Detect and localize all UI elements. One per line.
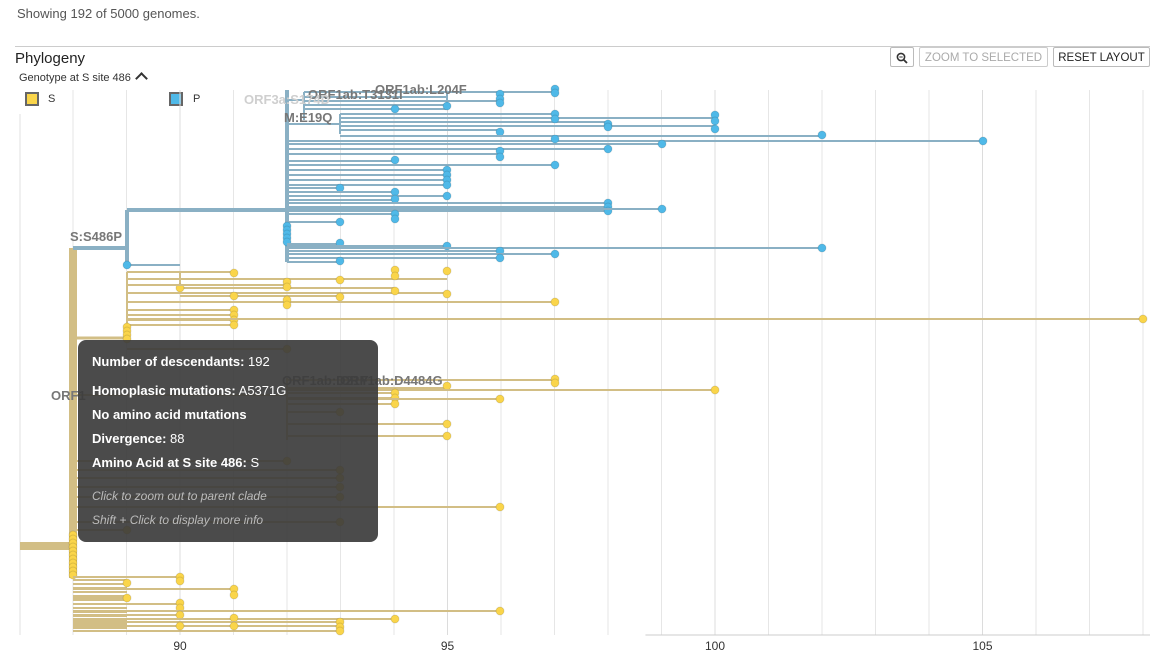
tooltip-hint-shift-click: Shift + Click to display more info <box>92 513 264 527</box>
panel-divider <box>15 46 1150 47</box>
tip-node[interactable] <box>1138 314 1148 324</box>
tip-node[interactable] <box>442 101 452 111</box>
tip-node[interactable] <box>550 160 560 170</box>
axis-tick-label: 95 <box>441 639 455 650</box>
tip-node[interactable] <box>442 191 452 201</box>
tip-node[interactable] <box>495 98 505 108</box>
tip-node[interactable] <box>122 260 132 270</box>
reset-layout-button[interactable]: RESET LAYOUT <box>1053 47 1150 67</box>
tip-node[interactable] <box>442 266 452 276</box>
color-by-toggle[interactable]: Genotype at S site 486 <box>19 72 148 85</box>
branch-label[interactable]: ORF1ab:T3131I <box>308 87 403 102</box>
tip-node[interactable] <box>657 139 667 149</box>
branch-label[interactable]: M:E19Q <box>284 110 332 125</box>
tooltip-homoplasic: Homoplasic mutations: A5371G <box>92 383 287 398</box>
color-by-label: Genotype at S site 486 <box>19 72 131 84</box>
tip-node[interactable] <box>335 626 345 636</box>
tip-node[interactable] <box>229 320 239 330</box>
tip-node[interactable] <box>390 155 400 165</box>
tip-node[interactable] <box>442 289 452 299</box>
branch-label[interactable]: ORF1 <box>51 388 86 403</box>
tip-node[interactable] <box>550 378 560 388</box>
tip-node[interactable] <box>390 104 400 114</box>
tooltip-amino-acid: Amino Acid at S site 486: S <box>92 455 260 470</box>
tip-node[interactable] <box>229 613 239 623</box>
panel-title: Phylogeny <box>15 50 86 67</box>
axis-tick-label: 90 <box>173 639 187 650</box>
zoom-button[interactable] <box>890 47 914 67</box>
genome-count-status: Showing 192 of 5000 genomes. <box>17 6 200 21</box>
tip-node[interactable] <box>335 256 345 266</box>
axis-tick-label: 100 <box>705 639 725 650</box>
tip-node[interactable] <box>175 576 185 586</box>
tip-node[interactable] <box>442 180 452 190</box>
tip-node[interactable] <box>495 394 505 404</box>
tip-node[interactable] <box>390 286 400 296</box>
tip-node[interactable] <box>282 282 292 292</box>
tip-node[interactable] <box>710 385 720 395</box>
tip-node[interactable] <box>335 275 345 285</box>
node-tooltip: Number of descendants: 192 Homoplasic mu… <box>78 340 378 542</box>
tip-node[interactable] <box>657 204 667 214</box>
tip-node[interactable] <box>495 253 505 263</box>
tip-node[interactable] <box>495 152 505 162</box>
tip-node[interactable] <box>550 88 560 98</box>
tooltip-hint-zoom-out: Click to zoom out to parent clade <box>92 489 267 503</box>
tooltip-descendants: Number of descendants: 192 <box>92 354 270 369</box>
tip-node[interactable] <box>229 590 239 600</box>
tip-node[interactable] <box>550 134 560 144</box>
tip-node[interactable] <box>175 621 185 631</box>
tip-node[interactable] <box>442 381 452 391</box>
tip-node[interactable] <box>390 399 400 409</box>
tip-node[interactable] <box>282 300 292 310</box>
tooltip-divergence: Divergence: 88 <box>92 431 185 446</box>
tip-node[interactable] <box>710 116 720 126</box>
tip-node[interactable] <box>817 130 827 140</box>
tip-node[interactable] <box>495 606 505 616</box>
zoom-to-selected-button[interactable]: ZOOM TO SELECTED <box>919 47 1048 67</box>
tip-node[interactable] <box>710 124 720 134</box>
tip-node[interactable] <box>550 114 560 124</box>
tip-node[interactable] <box>229 291 239 301</box>
tip-node[interactable] <box>817 243 827 253</box>
tip-node[interactable] <box>550 297 560 307</box>
tip-node[interactable] <box>122 578 132 588</box>
branch-label[interactable]: S:S486P <box>70 229 122 244</box>
tip-node[interactable] <box>390 214 400 224</box>
tip-node[interactable] <box>335 292 345 302</box>
tip-node[interactable] <box>390 271 400 281</box>
tip-node[interactable] <box>550 249 560 259</box>
tip-node[interactable] <box>335 183 345 193</box>
tip-node[interactable] <box>603 122 613 132</box>
zoom-magnifier-icon <box>896 52 908 64</box>
legend-label-p: P <box>193 93 201 105</box>
branch-label[interactable]: ORF3a:S174D <box>244 92 330 107</box>
tooltip-no-aa: No amino acid mutations <box>92 407 247 422</box>
tip-node[interactable] <box>978 136 988 146</box>
branch-label[interactable]: ORF1ab:L204F <box>375 82 467 97</box>
tip-node[interactable] <box>122 593 132 603</box>
tip-node[interactable] <box>603 144 613 154</box>
tip-node[interactable] <box>229 268 239 278</box>
tip-node[interactable] <box>229 621 239 631</box>
tip-node[interactable] <box>175 610 185 620</box>
tip-node[interactable] <box>495 502 505 512</box>
tip-node[interactable] <box>495 127 505 137</box>
axis-tick-label: 105 <box>972 639 992 650</box>
tip-node[interactable] <box>442 431 452 441</box>
tip-node[interactable] <box>335 217 345 227</box>
tip-node[interactable] <box>442 419 452 429</box>
tip-node[interactable] <box>390 194 400 204</box>
legend-label-s: S <box>48 93 56 105</box>
legend-swatch-s[interactable] <box>25 92 39 106</box>
tip-node[interactable] <box>390 614 400 624</box>
